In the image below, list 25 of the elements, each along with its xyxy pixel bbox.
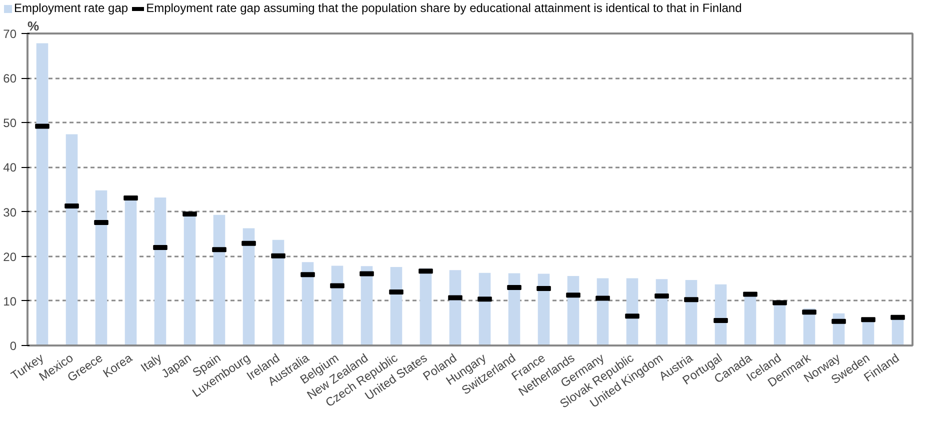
bar: [774, 304, 786, 346]
y-tick-label: 70: [3, 27, 17, 41]
bar: [36, 43, 48, 346]
y-tick-label: 0: [10, 339, 17, 353]
bar: [331, 266, 344, 346]
y-tick-label: 10: [3, 294, 17, 308]
y-tick-label: 40: [3, 160, 17, 175]
y-tick-label: 60: [3, 72, 17, 86]
bar: [360, 266, 373, 346]
bar: [95, 190, 108, 346]
legend-item: Employment rate gap assuming that the population share by educational attainment is identical to that in Finland: [132, 1, 742, 15]
y-tick-label: 20: [3, 250, 17, 264]
bar: [66, 134, 78, 346]
y-tick-label: 50: [3, 116, 17, 130]
bar: [390, 267, 402, 346]
bar: [538, 274, 550, 346]
bar: [154, 198, 166, 346]
legend-item: Employment rate gap: [4, 1, 128, 15]
y-axis-title: %: [28, 18, 40, 34]
bar: [449, 270, 462, 346]
y-tick-label: 30: [3, 205, 17, 220]
bar: [242, 228, 255, 346]
bar: [302, 262, 314, 346]
bar: [272, 240, 284, 346]
bar: [213, 214, 226, 346]
